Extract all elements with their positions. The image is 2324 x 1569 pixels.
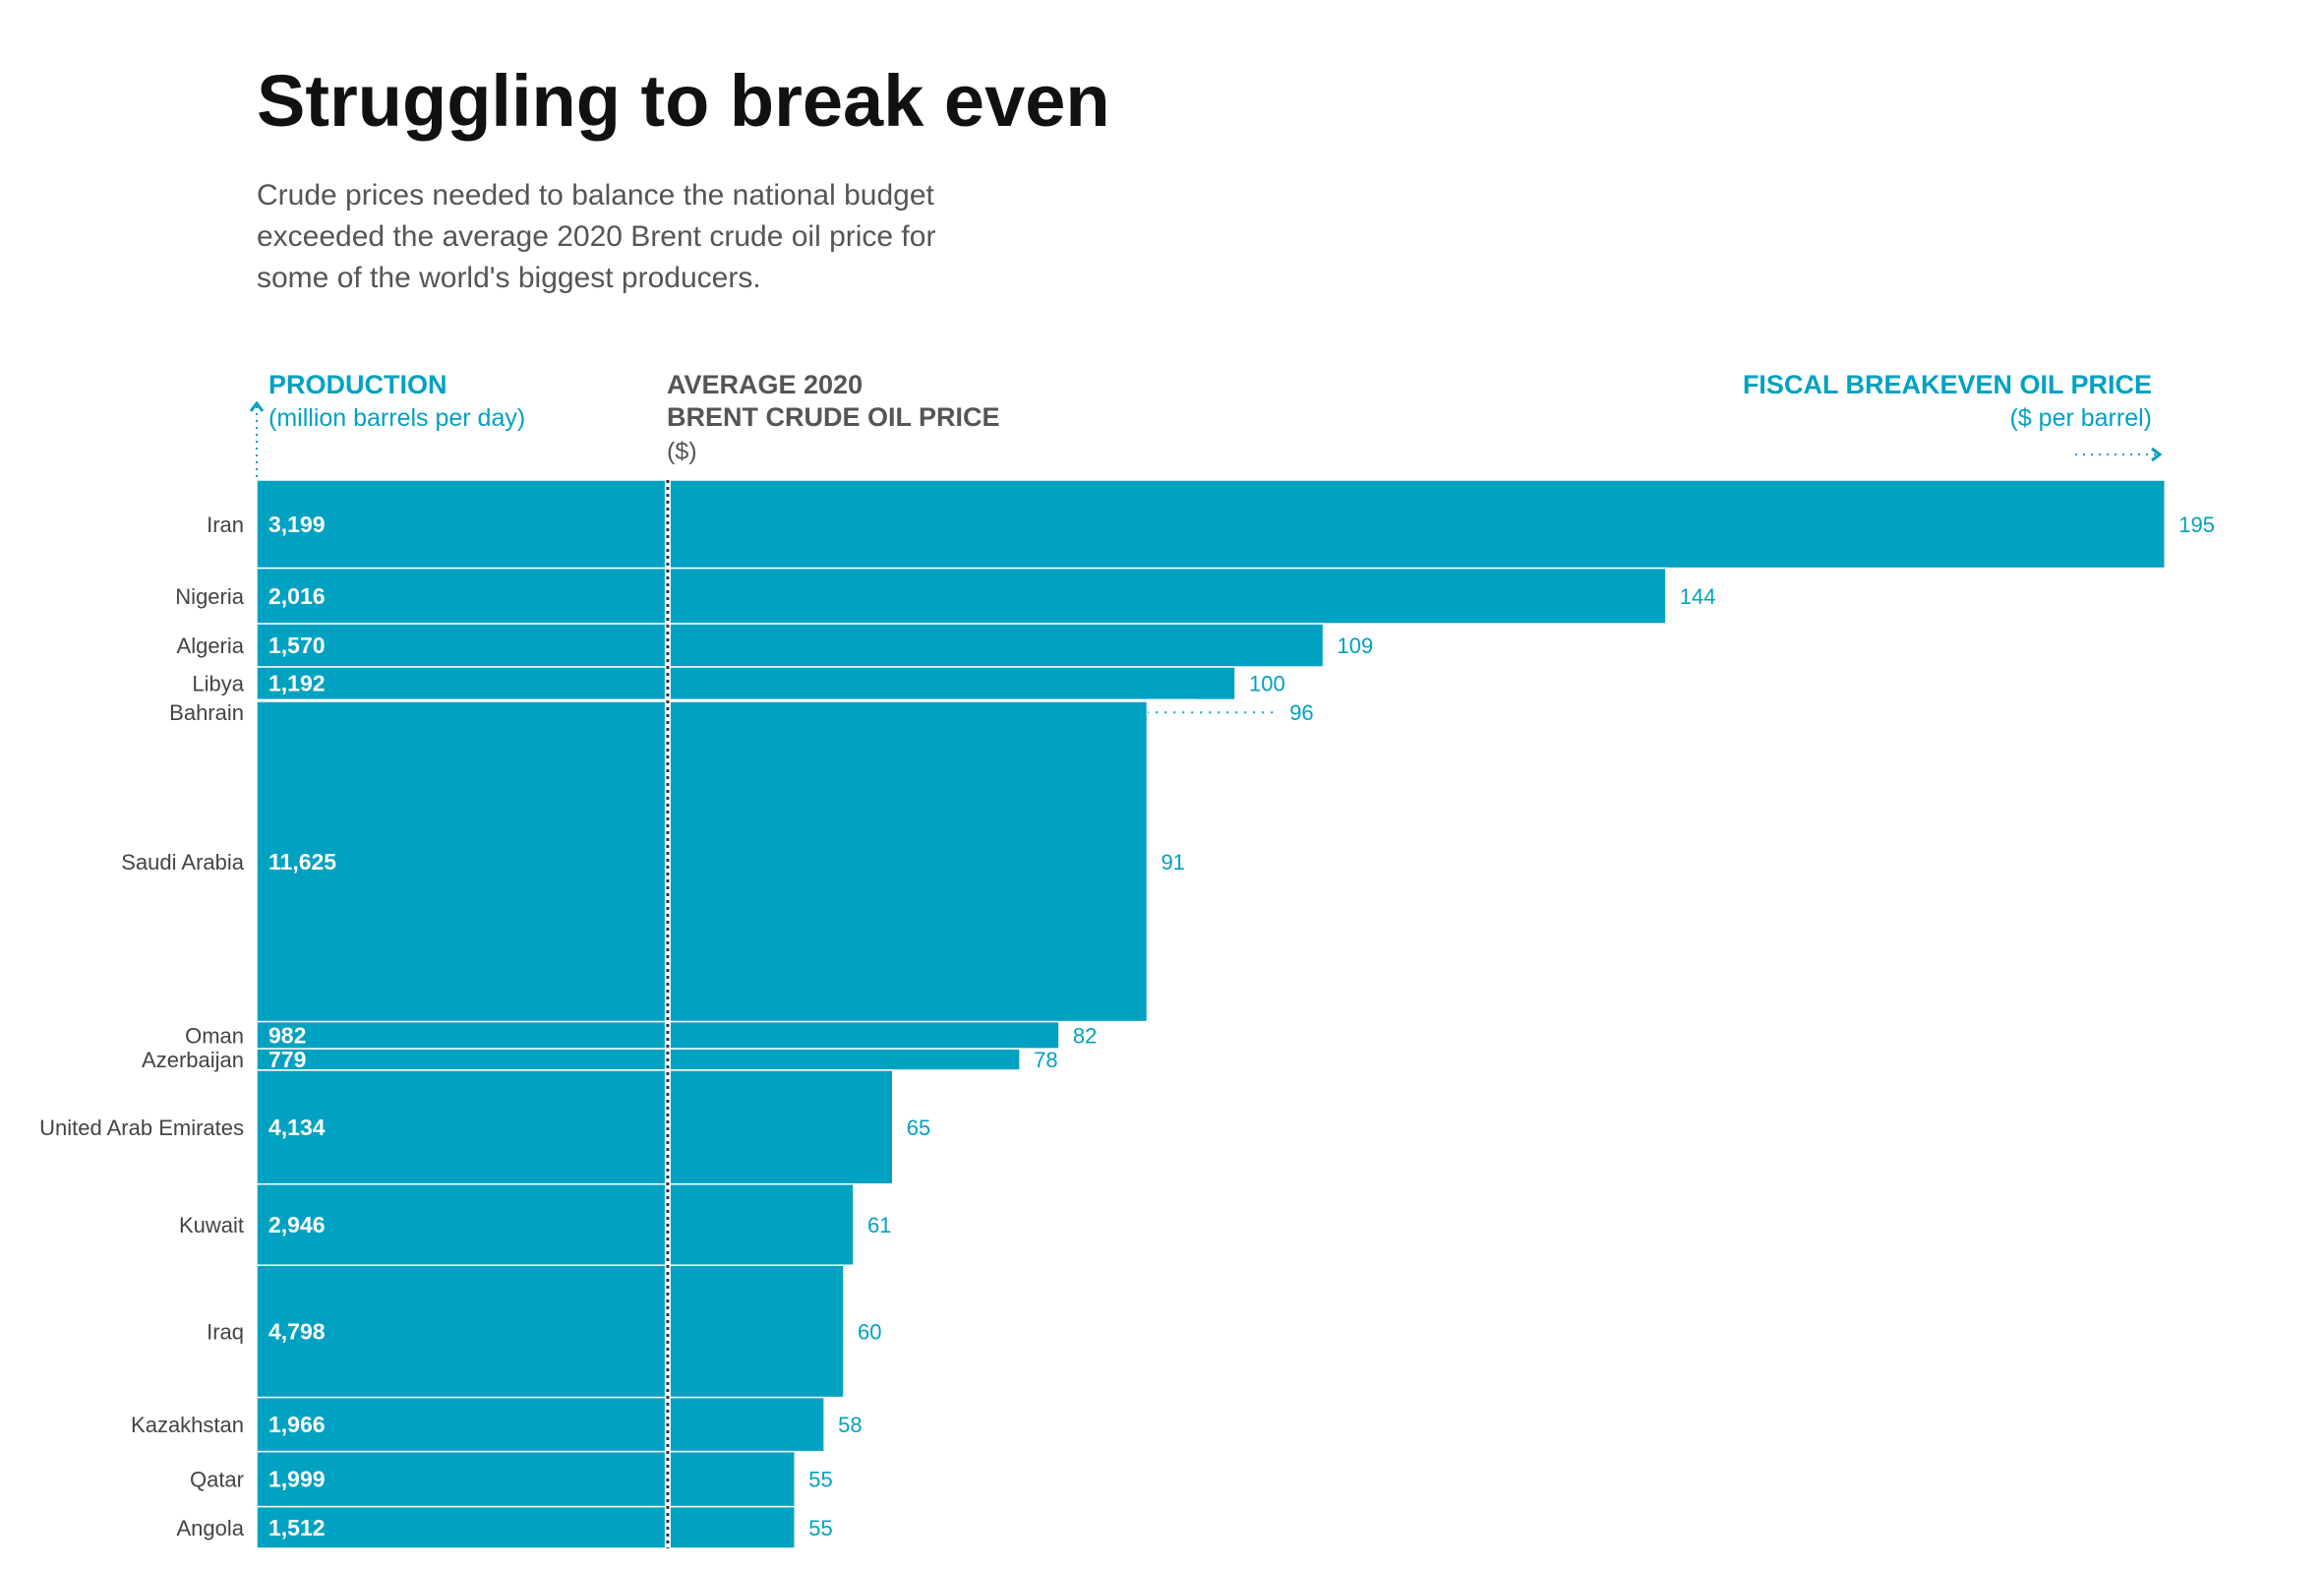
chart-title: Struggling to break even — [257, 60, 1110, 142]
category-label: Kuwait — [179, 1213, 244, 1237]
value-label: 96 — [1289, 700, 1313, 725]
category-label: Iran — [207, 513, 244, 537]
category-label: United Arab Emirates — [39, 1116, 244, 1140]
category-label: Algeria — [177, 634, 245, 658]
price-header: FISCAL BREAKEVEN OIL PRICE — [1743, 370, 2152, 399]
bar — [256, 700, 1149, 1023]
production-label: 1,966 — [268, 1412, 326, 1437]
production-header: PRODUCTION — [268, 370, 447, 399]
production-label: 1,999 — [268, 1467, 326, 1492]
category-label: Libya — [192, 672, 244, 696]
bar — [256, 666, 1236, 701]
value-label: 195 — [2178, 513, 2215, 537]
subtitle-line: some of the world's biggest producers. — [257, 262, 761, 294]
value-label: 144 — [1680, 584, 1716, 609]
bar — [256, 1182, 855, 1266]
category-label: Iraq — [207, 1319, 244, 1344]
production-label: 779 — [268, 1047, 306, 1072]
production-label: 1,192 — [268, 671, 326, 696]
bar — [256, 1020, 1060, 1050]
value-label: 78 — [1034, 1048, 1057, 1072]
production-label: 11,625 — [268, 849, 336, 875]
value-label: 58 — [838, 1413, 862, 1437]
reference-unit: ($) — [667, 438, 697, 465]
price-arrow-head — [2151, 447, 2163, 462]
bar — [256, 1396, 825, 1453]
reference-header: AVERAGE 2020 — [667, 370, 863, 399]
bar — [256, 479, 2166, 570]
bar — [256, 1450, 796, 1508]
value-label: 91 — [1161, 850, 1184, 875]
category-label: Kazakhstan — [131, 1413, 244, 1437]
production-arrow-head — [249, 400, 265, 412]
reference-header: BRENT CRUDE OIL PRICE — [667, 402, 1000, 432]
bar — [256, 1264, 845, 1399]
category-label: Qatar — [190, 1468, 244, 1492]
bar — [256, 623, 1325, 668]
production-label: 1,570 — [268, 633, 326, 658]
value-label: 109 — [1338, 634, 1374, 658]
bar — [256, 567, 1667, 625]
production-label: 3,199 — [268, 512, 326, 537]
value-label: 65 — [907, 1116, 930, 1140]
category-label: Nigeria — [175, 584, 244, 609]
subtitle-line: exceeded the average 2020 Brent crude oi… — [257, 220, 935, 253]
production-label: 2,946 — [268, 1212, 326, 1237]
category-label: Saudi Arabia — [121, 850, 245, 875]
subtitle-line: Crude prices needed to balance the natio… — [257, 179, 935, 211]
bar — [256, 1505, 796, 1549]
value-label: 55 — [808, 1468, 832, 1492]
production-label: 2,016 — [268, 583, 326, 609]
production-unit: (million barrels per day) — [268, 404, 525, 432]
production-label: 982 — [268, 1022, 306, 1048]
production-label: 1,512 — [268, 1515, 326, 1540]
value-label: 82 — [1073, 1023, 1097, 1048]
value-label: 60 — [858, 1319, 881, 1344]
value-label: 61 — [867, 1213, 891, 1237]
category-label: Oman — [185, 1023, 244, 1048]
category-label: Azerbaijan — [142, 1048, 244, 1072]
production-label: 4,798 — [268, 1318, 326, 1344]
price-unit: ($ per barrel) — [2010, 404, 2153, 432]
production-label: 4,134 — [268, 1115, 326, 1140]
category-label: Bahrain — [169, 700, 244, 725]
value-label: 100 — [1249, 672, 1285, 696]
value-label: 55 — [808, 1516, 832, 1540]
category-label: Angola — [176, 1516, 244, 1540]
bar — [256, 1069, 894, 1185]
bar — [256, 1048, 1021, 1071]
